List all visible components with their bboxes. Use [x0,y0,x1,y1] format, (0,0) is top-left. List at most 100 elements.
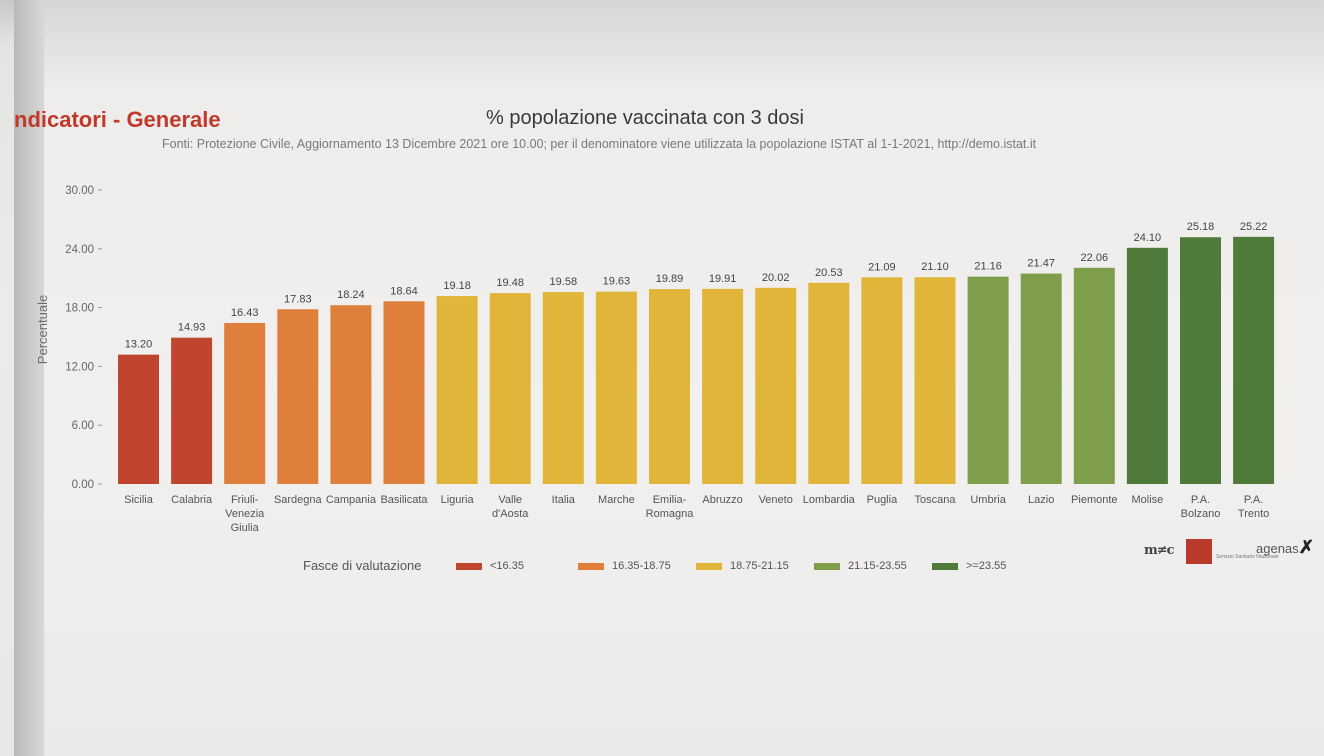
bar [330,305,372,484]
data-label: 20.53 [815,267,843,279]
bar [967,276,1009,484]
legend-swatch [456,562,482,570]
legend-item-2: 16.35-18.75 [578,560,671,572]
data-label: 21.16 [974,261,1002,273]
ssn-logo-icon [1186,539,1212,564]
legend-swatch [696,562,722,570]
legend-title: Fasce di valutazione [303,558,422,573]
data-label: 19.89 [656,273,684,285]
data-label: 20.02 [762,272,790,284]
x-tick-label: Veneto [759,494,793,506]
bar [1180,237,1221,484]
bar [1126,247,1168,484]
bar [171,337,213,484]
data-label: 22.06 [1081,252,1109,264]
x-tick-label: P.A. [1244,494,1263,506]
legend-swatch [578,562,604,570]
slide-page: ndicatori - Generale % popolazione vacci… [14,0,1324,756]
legend-swatch [814,562,840,570]
bar [489,293,531,484]
y-tick-label: 24.00 [65,244,94,256]
data-label: 14.93 [178,322,206,334]
x-tick-label: d'Aosta [492,508,529,520]
bar [277,309,319,484]
data-label: 17.83 [284,293,312,305]
chart-subtitle: Fonti: Protezione Civile, Aggiornamento … [162,137,1037,151]
bar [383,301,425,484]
y-tick-label: 0.00 [72,479,94,491]
legend-swatch [932,562,958,570]
bar [702,288,744,484]
data-label: 13.20 [125,339,153,351]
x-tick-label: Italia [552,494,576,506]
x-tick-label: Marche [598,494,635,506]
data-label: 19.58 [550,276,578,288]
bar [649,289,690,484]
bar [1233,236,1275,484]
x-tick-label: Valle [498,494,522,506]
legend-label: <16.35 [490,560,524,572]
legend-label: 18.75-21.15 [730,560,789,572]
data-label: 19.48 [496,277,524,289]
ministry-logo: m≠c [1144,543,1175,558]
x-tick-label: Basilicata [380,494,428,506]
legend-item-5: >=23.55 [932,560,1006,572]
bar [118,354,159,484]
x-tick-label: Friuli- [231,494,259,506]
section-title: ndicatori - Generale [14,107,221,132]
x-tick-label: Trento [1238,508,1269,520]
x-tick-label: Calabria [171,494,213,506]
legend-item-1: <16.35 [456,560,524,572]
x-tick-label: P.A. [1191,494,1210,506]
y-tick-label: 18.00 [65,303,94,315]
bar [755,287,797,484]
bar [595,291,637,484]
x-tick-label: Toscana [915,494,957,506]
agenas-x-icon: ✗ [1299,537,1315,557]
data-label: 18.24 [337,289,365,301]
x-tick-label: Piemonte [1071,494,1117,506]
x-tick-label: Sardegna [274,494,323,506]
x-tick-label: Umbria [970,494,1006,506]
x-tick-label: Lombardia [803,494,856,506]
data-label: 24.10 [1134,232,1162,244]
logo-strip: m≠c Servizio Sanitario Nazionale agenas.… [1142,536,1322,566]
legend-label: >=23.55 [966,560,1007,572]
bar [224,322,266,484]
agenas-logo: agenas. [1256,541,1303,556]
y-tick-label: 12.00 [65,361,94,373]
data-label: 25.18 [1187,221,1215,233]
data-label: 21.10 [921,261,949,273]
x-tick-label: Puglia [867,494,898,506]
chart-title: % popolazione vaccinata con 3 dosi [486,107,804,129]
bar [1073,267,1115,484]
x-tick-label: Bolzano [1181,508,1221,520]
x-tick-label: Sicilia [124,494,154,506]
x-tick-label: Liguria [441,494,475,506]
x-tick-label: Emilia- [653,494,687,506]
data-label: 19.63 [603,276,631,288]
x-tick-label: Abruzzo [702,494,742,506]
bar [914,277,956,484]
y-tick-label: 30.00 [65,185,94,197]
legend-item-3: 18.75-21.15 [696,560,789,572]
data-label: 21.09 [868,261,896,273]
bar [861,277,903,484]
x-tick-label: Romagna [646,508,695,520]
data-label: 18.64 [390,285,418,297]
x-tick-label: Campania [326,494,377,506]
data-label: 19.91 [709,273,737,285]
x-tick-label: Lazio [1028,494,1054,506]
legend-item-4: 21.15-23.55 [814,560,907,572]
x-tick-label: Giulia [231,522,260,534]
data-label: 25.22 [1240,221,1268,233]
bar-chart: 0.00 6.00 12.00 18.00 24.00 30.00 13.20 Sicilia… [65,185,1275,534]
ssn-logo-text: Servizio Sanitario Nazionale [1216,554,1279,560]
legend-label: 16.35-18.75 [612,560,671,572]
data-label: 21.47 [1027,258,1055,270]
x-tick-label: Molise [1132,494,1164,506]
data-label: 16.43 [231,307,259,319]
legend-label: 21.15-23.55 [848,560,907,572]
bar [542,292,584,484]
bar [436,296,478,484]
